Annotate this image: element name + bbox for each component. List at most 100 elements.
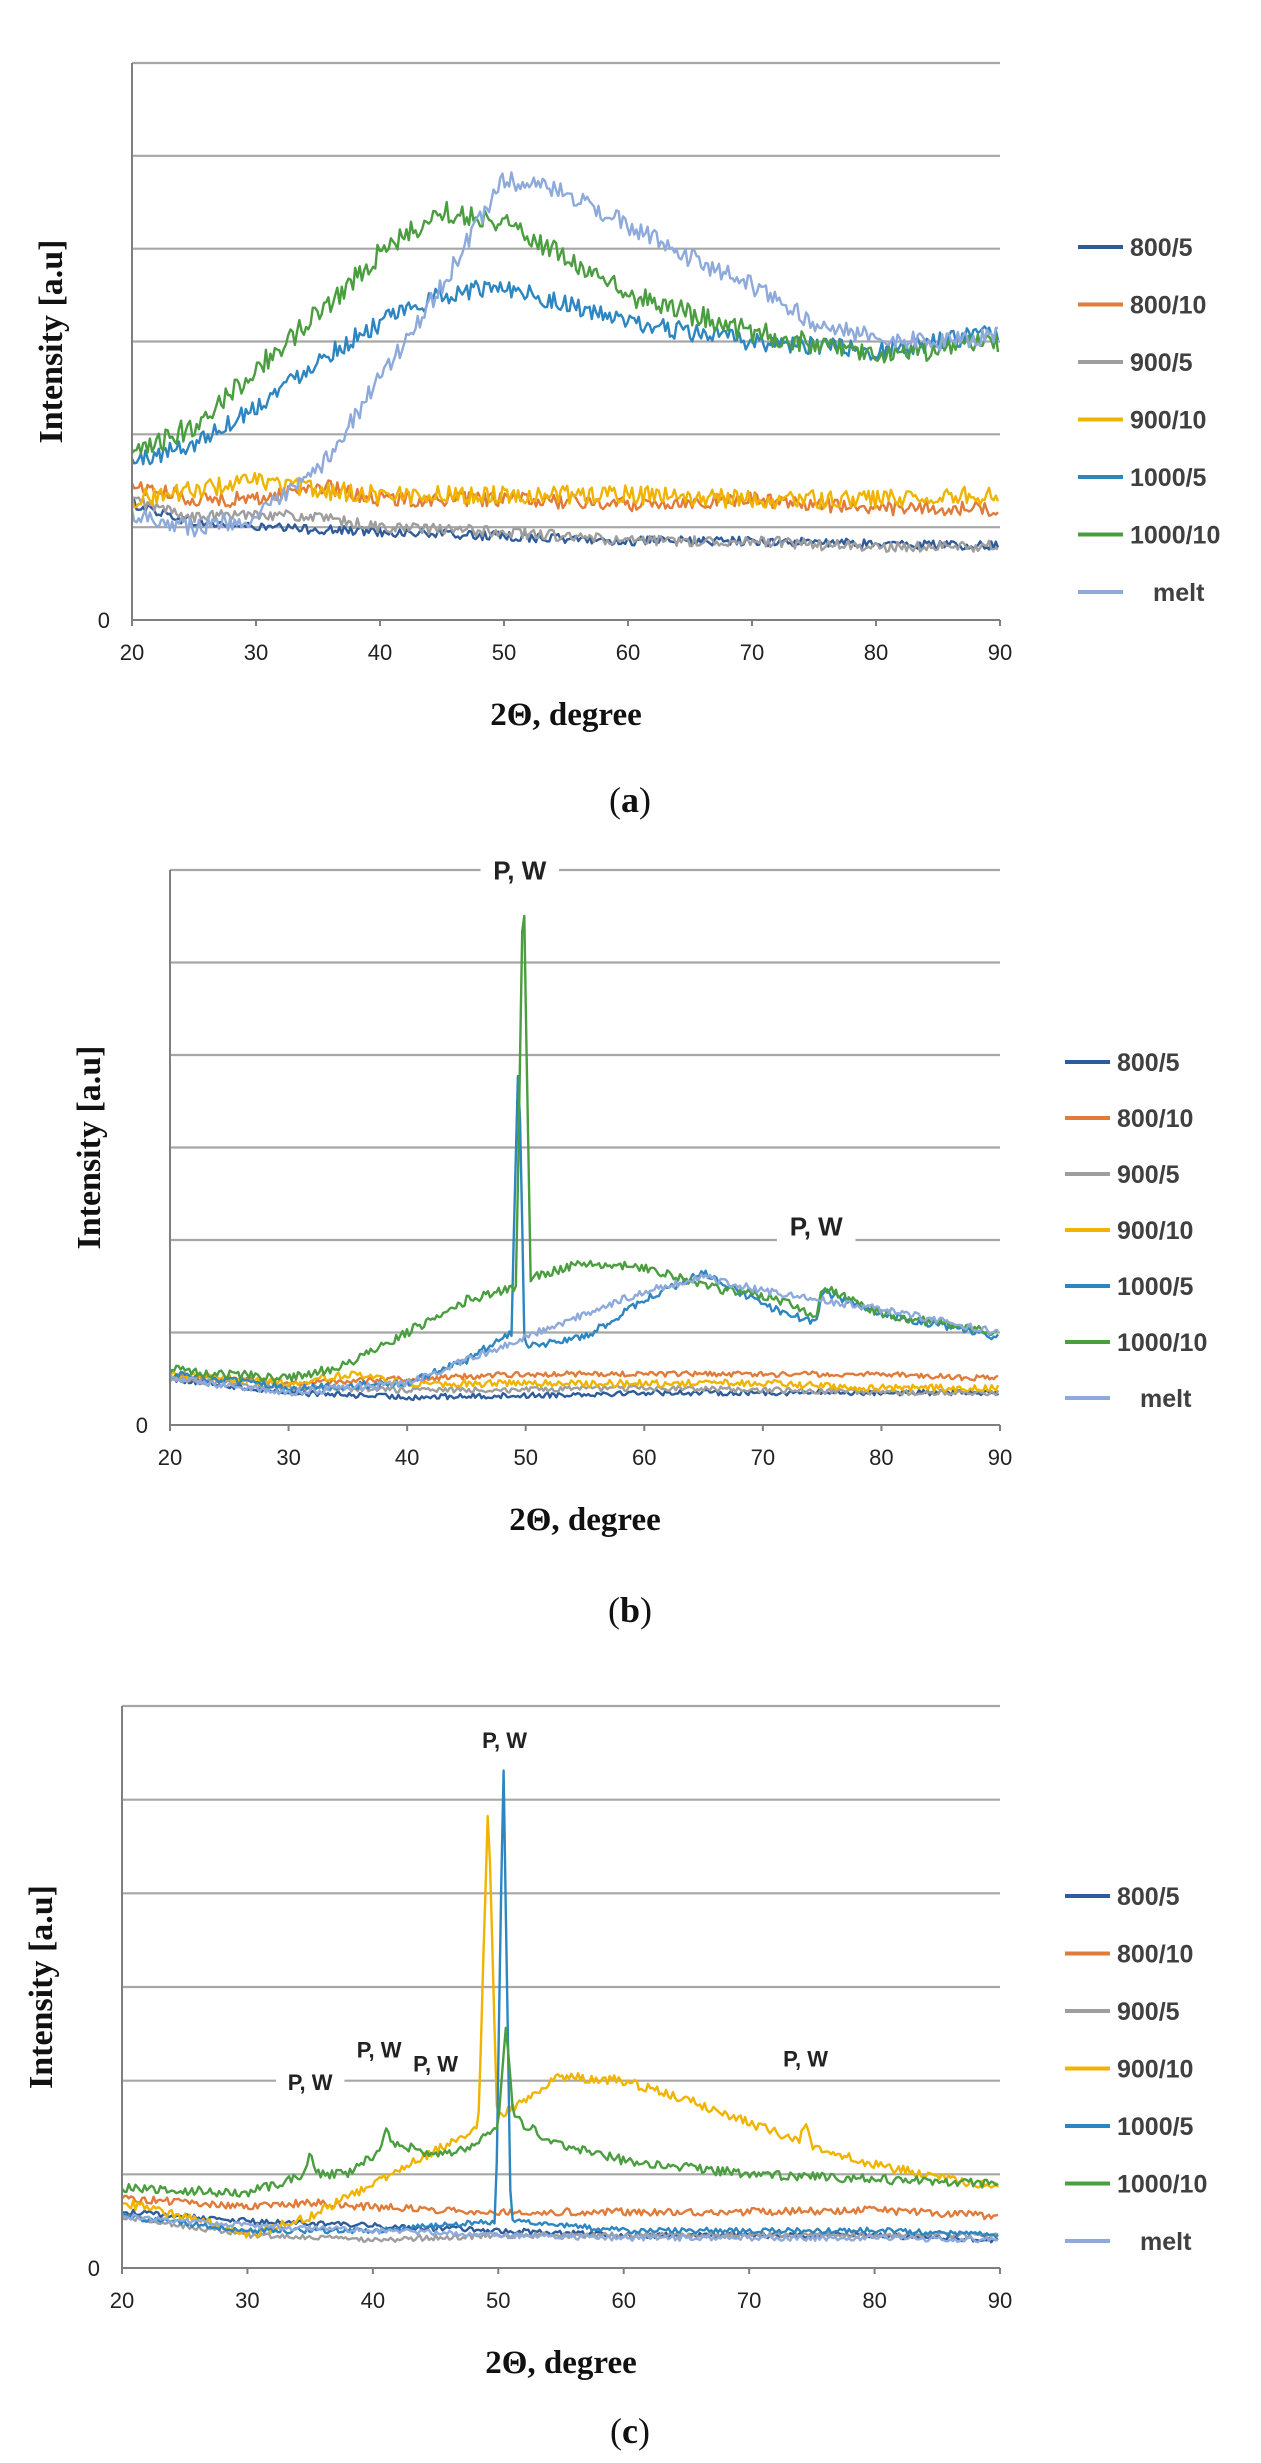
series-line-1000-5 bbox=[121, 1769, 999, 2239]
legend-label: 900/5 bbox=[1130, 349, 1193, 377]
legend-label: melt bbox=[1140, 2228, 1192, 2256]
y-axis-label: Intensity [a.u] bbox=[23, 1885, 60, 2089]
x-tick-label: 60 bbox=[632, 1445, 656, 1470]
x-axis-label: 2Θ, degree bbox=[509, 1502, 661, 1538]
chart-panel-c: 20 30 40 50 60 70 80 90 0 Intensity [a.u] 2Θ, d… bbox=[23, 1704, 1207, 2451]
legend-label: 1000/5 bbox=[1130, 464, 1207, 492]
peak-annotation: P, W bbox=[482, 1728, 527, 1753]
legend-label: 800/5 bbox=[1117, 1049, 1180, 1077]
panel-caption-b: (b) bbox=[608, 1590, 652, 1630]
x-tick-label: 30 bbox=[244, 640, 268, 665]
peak-annotation: P, W bbox=[288, 2070, 333, 2095]
legend-label: 800/10 bbox=[1117, 1105, 1193, 1133]
x-ticks: 20 30 40 50 60 70 80 90 bbox=[110, 2268, 1012, 2313]
gridlines bbox=[122, 1704, 1000, 2176]
annotation-bg bbox=[776, 1209, 856, 1244]
series-line-1000-10 bbox=[131, 200, 1000, 455]
series-line-melt bbox=[122, 2213, 999, 2244]
x-tick-label: 60 bbox=[616, 640, 640, 665]
legend-label: 1000/10 bbox=[1117, 1329, 1207, 1357]
chart-panel-b: 20 30 40 50 60 70 80 90 0 Intensity [a.u] 2Θ, d… bbox=[71, 853, 1207, 1630]
legend-label: 800/5 bbox=[1130, 234, 1193, 262]
panel-caption-c: (c) bbox=[610, 2411, 650, 2451]
gridlines bbox=[170, 868, 1000, 1334]
legend-label: 900/5 bbox=[1117, 1161, 1180, 1189]
series-line-800-10 bbox=[121, 2194, 999, 2221]
annotation-bg bbox=[401, 2049, 470, 2080]
series-line-melt bbox=[130, 171, 999, 538]
x-tick-label: 70 bbox=[740, 640, 764, 665]
series-line-1000-5 bbox=[170, 1074, 1000, 1393]
legend: 800/5 800/10 900/5 900/10 1000/5 1000/10 melt bbox=[1078, 234, 1220, 607]
series-group bbox=[121, 1769, 1000, 2244]
x-tick-label: 90 bbox=[988, 2288, 1012, 2313]
legend-label: 1000/5 bbox=[1117, 2113, 1194, 2141]
annotation-bg bbox=[275, 2068, 345, 2099]
gridlines bbox=[132, 61, 1000, 529]
annotation-bg bbox=[480, 853, 560, 888]
series-group bbox=[168, 914, 1000, 1402]
x-axis-label: 2Θ, degree bbox=[485, 2345, 637, 2381]
series-line-900-10 bbox=[168, 1370, 1000, 1393]
legend-label: 800/10 bbox=[1117, 1941, 1193, 1969]
x-tick-label: 40 bbox=[395, 1445, 419, 1470]
legend-label: 900/10 bbox=[1117, 1217, 1193, 1245]
chart-panel-a: 20 30 40 50 60 70 80 90 0 Intensity [a.u] 2Θ, d… bbox=[33, 61, 1220, 820]
series-line-1000-10 bbox=[121, 2026, 999, 2198]
series-line-1000-5 bbox=[130, 279, 1000, 466]
x-tick-label: 80 bbox=[864, 640, 888, 665]
x-ticks: 20 30 40 50 60 70 80 90 bbox=[120, 620, 1012, 665]
x-tick-label: 50 bbox=[513, 1445, 537, 1470]
peak-annotation: P, W bbox=[790, 1211, 843, 1241]
legend-label: 1000/5 bbox=[1117, 1273, 1194, 1301]
y-tick-label: 0 bbox=[98, 608, 110, 633]
legend-label: 900/10 bbox=[1117, 2056, 1193, 2084]
x-tick-label: 80 bbox=[869, 1445, 893, 1470]
x-tick-label: 30 bbox=[235, 2288, 259, 2313]
x-tick-label: 70 bbox=[737, 2288, 761, 2313]
x-ticks: 20 30 40 50 60 70 80 90 bbox=[158, 1425, 1012, 1470]
series-line-1000-10 bbox=[168, 914, 999, 1383]
legend-label: 900/10 bbox=[1130, 407, 1206, 435]
x-tick-label: 20 bbox=[120, 640, 144, 665]
legend-label: melt bbox=[1140, 1385, 1192, 1413]
x-tick-label: 20 bbox=[158, 1445, 182, 1470]
peak-annotation: P, W bbox=[357, 2037, 402, 2062]
x-tick-label: 80 bbox=[862, 2288, 886, 2313]
legend-label: 900/5 bbox=[1117, 1998, 1180, 2026]
x-tick-label: 30 bbox=[276, 1445, 300, 1470]
x-tick-label: 90 bbox=[988, 1445, 1012, 1470]
series-group bbox=[130, 171, 1000, 553]
legend: 800/5 800/10 900/5 900/10 1000/5 1000/10 melt bbox=[1065, 1049, 1207, 1413]
legend-label: 800/5 bbox=[1117, 1883, 1180, 1911]
annotations: P, W P, W P, W P, W P, W bbox=[275, 1726, 840, 2099]
annotation-bg bbox=[771, 2044, 840, 2075]
x-tick-label: 70 bbox=[751, 1445, 775, 1470]
series-line-900-10 bbox=[130, 471, 1000, 510]
x-axis-label: 2Θ, degree bbox=[490, 697, 642, 733]
panel-caption-a: (a) bbox=[609, 780, 651, 820]
series-line-900-5 bbox=[131, 496, 999, 553]
y-axis-label: Intensity [a.u] bbox=[71, 1045, 108, 1249]
x-tick-label: 50 bbox=[486, 2288, 510, 2313]
peak-annotation: P, W bbox=[493, 855, 546, 885]
x-tick-label: 60 bbox=[611, 2288, 635, 2313]
series-line-melt bbox=[168, 1272, 999, 1397]
annotations: P, W P, W bbox=[480, 853, 856, 1244]
y-tick-label: 0 bbox=[136, 1413, 148, 1438]
legend-label: melt bbox=[1153, 579, 1205, 607]
legend: 800/5 800/10 900/5 900/10 1000/5 1000/10 melt bbox=[1065, 1883, 1207, 2256]
peak-annotation: P, W bbox=[783, 2047, 828, 2072]
y-axis-label: Intensity [a.u] bbox=[33, 239, 70, 443]
x-tick-label: 20 bbox=[110, 2288, 134, 2313]
legend-label: 1000/10 bbox=[1130, 522, 1220, 550]
x-tick-label: 40 bbox=[361, 2288, 385, 2313]
legend-label: 800/10 bbox=[1130, 292, 1206, 320]
x-tick-label: 40 bbox=[368, 640, 392, 665]
x-tick-label: 90 bbox=[988, 640, 1012, 665]
annotation-bg bbox=[470, 1726, 539, 1757]
peak-annotation: P, W bbox=[413, 2051, 458, 2076]
legend-label: 1000/10 bbox=[1117, 2171, 1207, 2199]
series-line-900-5 bbox=[121, 2214, 999, 2243]
